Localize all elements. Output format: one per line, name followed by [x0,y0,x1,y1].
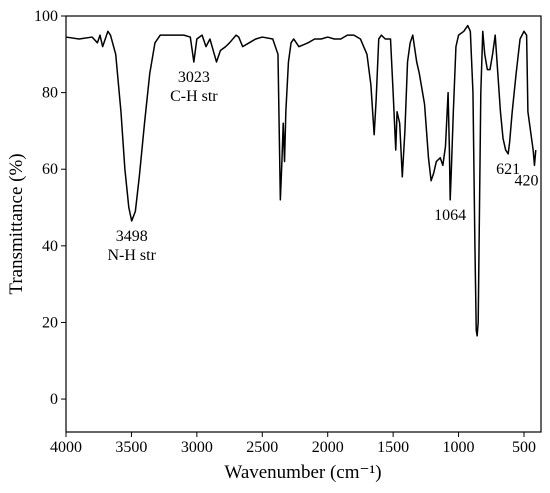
y-tick-label: 20 [42,314,58,331]
annotation: 3498 [116,228,148,245]
annotation: C-H str [170,88,218,105]
annotation: 1064 [434,207,466,224]
annotation: 3023 [178,69,210,86]
annotation: 420 [514,172,538,189]
y-tick-label: 100 [34,8,58,25]
x-tick-label: 3500 [115,439,147,456]
annotation: N-H str [107,247,156,264]
spectrum-line [65,24,537,337]
x-tick-label: 3000 [181,439,213,456]
annotation: 621 [496,161,520,178]
y-tick-label: 40 [42,238,58,255]
x-tick-label: 500 [512,439,536,456]
x-tick-label: 2000 [312,439,344,456]
y-tick-label: 60 [42,161,58,178]
x-tick-label: 2500 [246,439,278,456]
y-tick-label: 80 [42,85,58,102]
x-tick-label: 1000 [443,439,475,456]
y-tick-label: 0 [50,391,58,408]
x-tick-label: 4000 [50,439,82,456]
y-axis-label: Transmittance (%) [6,153,27,294]
plot-frame [65,15,542,433]
x-axis-label: Wavenumber (cm⁻¹) [224,462,381,483]
x-tick-label: 1500 [377,439,409,456]
